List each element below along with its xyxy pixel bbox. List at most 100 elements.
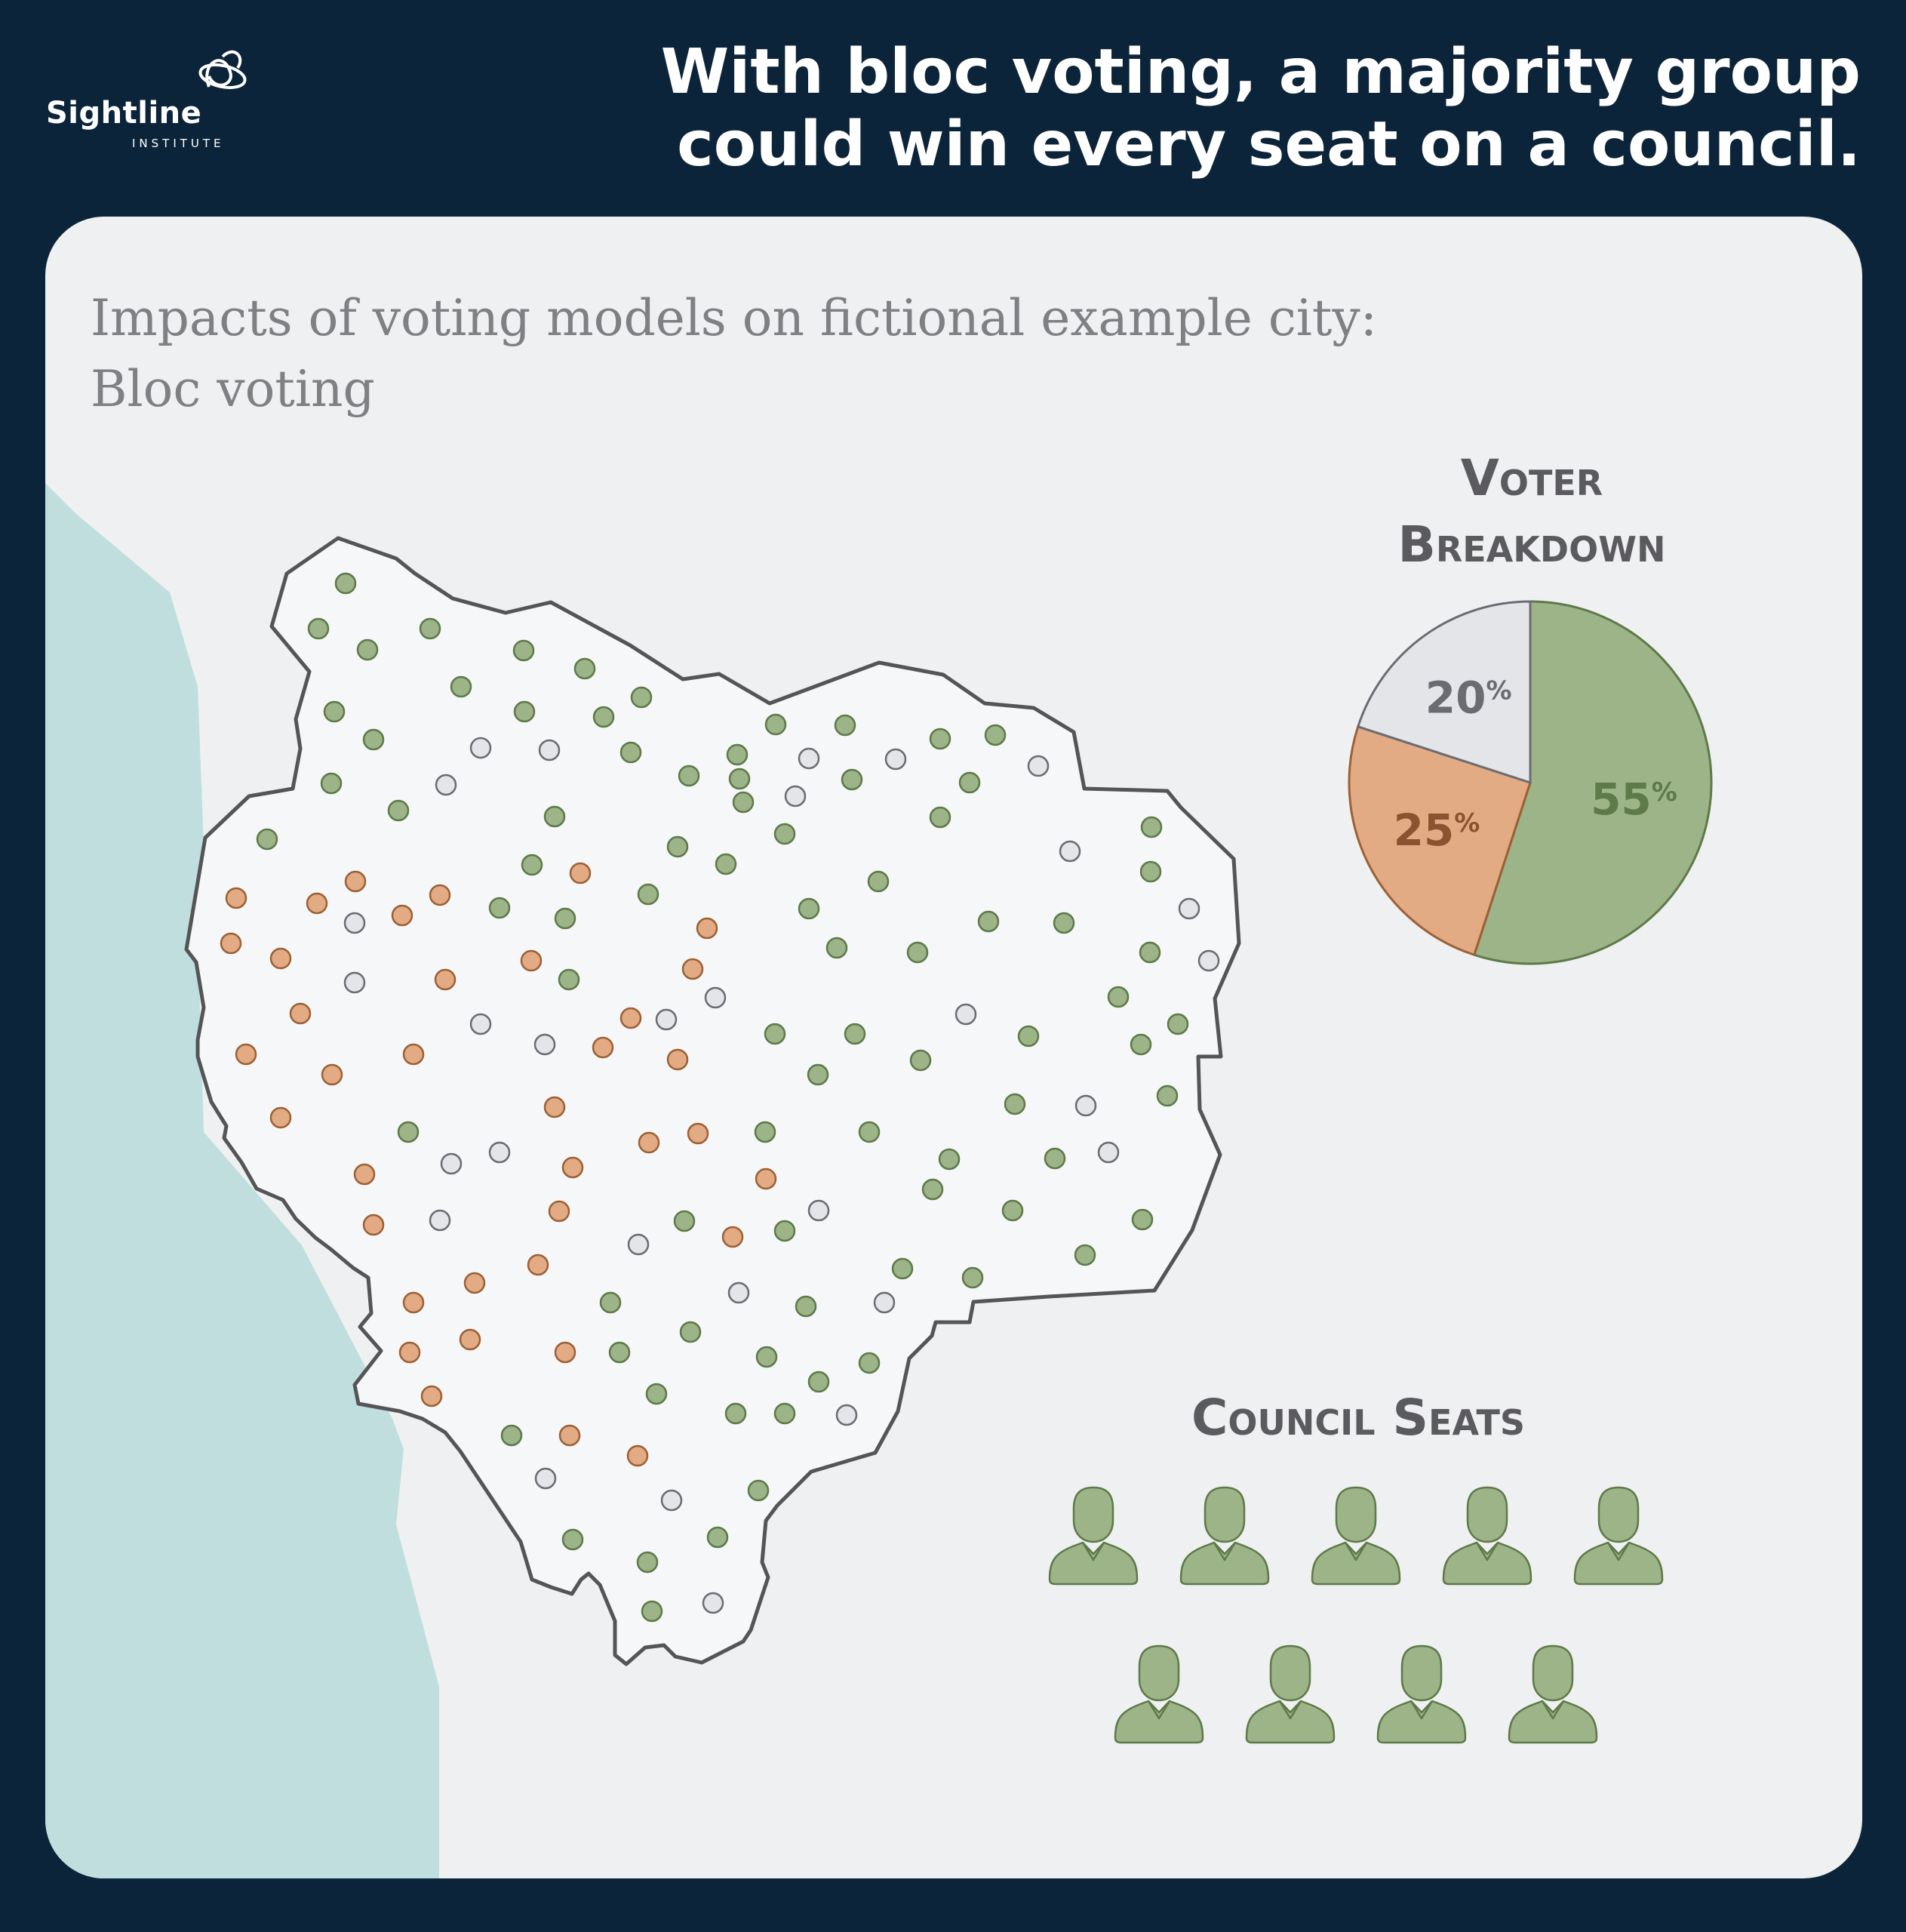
other-voter-dot-28 [660, 1489, 683, 1512]
minority-voter-dot-24 [561, 1156, 584, 1179]
other-voter-dot-9 [1178, 897, 1200, 920]
other-voter-dot-4 [1027, 755, 1050, 777]
minority-voter-dots [220, 862, 777, 1467]
majority-voter-dot-45 [1107, 986, 1130, 1008]
majority-voter-dot-69 [795, 1295, 817, 1318]
majority-voter-dot-14 [834, 714, 856, 737]
minority-voter-dot-6 [220, 932, 242, 955]
majority-voter-dot-40 [977, 910, 1000, 933]
pie-slice-1 [1348, 725, 1532, 956]
majority-voter-dot-73 [858, 1352, 881, 1374]
other-voter-dot-10 [1197, 949, 1220, 972]
minority-voter-dot-32 [398, 1341, 421, 1364]
other-voter-dot-17 [1074, 1094, 1097, 1117]
other-voter-dot-3 [884, 748, 907, 771]
majority-voter-dot-8 [362, 728, 385, 751]
majority-voter-dot-52 [807, 1063, 829, 1086]
other-voter-dot-12 [469, 1013, 492, 1035]
voter-breakdown-title-line-2: Breakdown [1397, 515, 1666, 574]
other-voter-dot-7 [1059, 840, 1081, 863]
majority-voter-dot-19 [619, 741, 642, 764]
other-voter-dot-5 [435, 774, 457, 796]
majority-voter-dot-27 [929, 806, 951, 829]
majority-voter-dot-81 [636, 1551, 659, 1574]
majority-voter-dot-23 [958, 771, 981, 794]
majority-voter-dot-61 [1001, 1199, 1024, 1222]
majority-voter-dot-37 [637, 883, 659, 906]
majority-voter-dot-75 [645, 1383, 668, 1405]
majority-voter-dot-32 [715, 853, 737, 875]
minority-voter-dot-33 [459, 1328, 481, 1351]
minority-voter-dot-20 [543, 1096, 566, 1118]
minority-voter-dot-10 [696, 917, 718, 940]
headline-line-2: could win every seat on a council. [677, 109, 1861, 180]
majority-voter-dot-34 [1139, 860, 1162, 883]
minority-voter-dot-15 [402, 1043, 425, 1066]
minority-voter-dot-31 [402, 1291, 425, 1314]
majority-voter-dot-7 [323, 700, 346, 723]
majority-voter-dot-33 [867, 870, 890, 893]
pie-label-2: 20% [1425, 672, 1512, 723]
majority-voter-dot-83 [641, 1600, 663, 1623]
majority-voter-dot-1 [307, 617, 330, 640]
pie-label-0: 55% [1591, 774, 1677, 825]
minority-voter-dot-23 [353, 1163, 376, 1186]
majority-voter-dot-58 [938, 1148, 961, 1171]
majority-voter-dot-49 [909, 1049, 932, 1072]
voter-breakdown-title-line-1: Voter [1460, 449, 1603, 507]
other-voter-dot-6 [784, 785, 807, 808]
other-voter-dot-29 [702, 1592, 724, 1614]
majority-voter-dot-36 [554, 907, 576, 930]
majority-voter-dot-13 [726, 743, 749, 766]
majority-voter-dot-3 [419, 617, 441, 640]
majority-voter-dot-16 [984, 724, 1007, 746]
majority-voter-dot-70 [679, 1321, 702, 1343]
majority-voter-dot-2 [356, 638, 379, 661]
minority-voter-dot-35 [420, 1385, 443, 1407]
majority-voter-dot-0 [334, 572, 357, 595]
minority-voter-dot-13 [235, 1043, 257, 1066]
majority-voter-dot-78 [807, 1371, 830, 1393]
minority-voter-dot-27 [548, 1200, 570, 1223]
other-voter-dot-26 [835, 1404, 858, 1426]
majority-voter-dot-68 [599, 1291, 622, 1314]
majority-voter-dot-56 [754, 1121, 776, 1143]
majority-voter-dot-21 [728, 768, 751, 790]
majority-voter-dots [256, 572, 1189, 1623]
other-voter-dot-22 [807, 1199, 830, 1222]
majority-voter-dot-29 [256, 828, 278, 851]
majority-voter-dot-53 [1156, 1084, 1179, 1107]
water-area [45, 483, 439, 1878]
majority-voter-dot-46 [1167, 1013, 1189, 1035]
minority-voter-dot-12 [289, 1002, 312, 1025]
majority-voter-dot-72 [755, 1346, 778, 1368]
logo-mark-icon [198, 50, 247, 90]
other-voter-dot-14 [704, 986, 727, 1009]
minority-voter-dot-28 [721, 1226, 744, 1248]
majority-voter-dot-66 [891, 1257, 914, 1280]
majority-voter-dot-82 [706, 1526, 729, 1549]
other-voter-dot-8 [343, 912, 366, 934]
majority-voter-dot-48 [844, 1023, 866, 1045]
majority-voter-dot-57 [858, 1121, 881, 1143]
majority-voter-dot-24 [543, 805, 566, 828]
majority-voter-dot-18 [387, 799, 410, 822]
minority-voter-dot-8 [434, 968, 457, 991]
minority-voter-dot-26 [362, 1214, 385, 1236]
other-voter-dot-13 [655, 1008, 678, 1031]
majority-voter-dot-41 [1053, 912, 1075, 934]
majority-voter-dot-51 [1130, 1033, 1152, 1056]
minority-voter-dot-5 [569, 862, 592, 884]
other-voter-dot-21 [429, 1209, 451, 1232]
subtitle-line-1: Impacts of voting models on fictional ex… [91, 289, 1377, 347]
minority-voter-dot-16 [592, 1036, 614, 1059]
majority-voter-dot-62 [1131, 1208, 1154, 1231]
other-voter-dot-16 [955, 1003, 977, 1026]
minority-voter-dot-0 [225, 887, 247, 909]
majority-voter-dot-28 [1140, 816, 1163, 838]
minority-voter-dot-14 [321, 1063, 343, 1086]
minority-voter-dot-18 [666, 1048, 689, 1071]
other-voter-dot-23 [627, 1233, 650, 1256]
other-voter-dots [343, 737, 1220, 1614]
